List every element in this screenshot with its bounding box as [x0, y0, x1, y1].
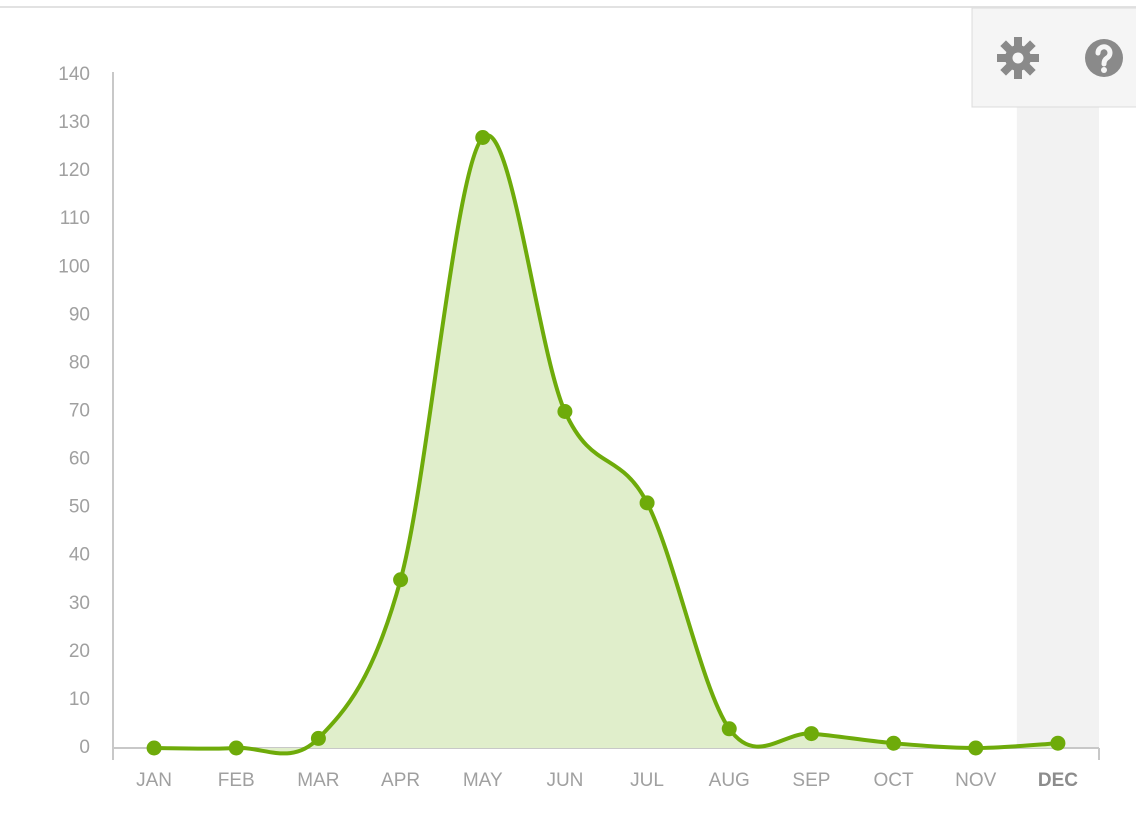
y-tick-label: 20	[69, 641, 90, 662]
x-tick-label: FEB	[218, 770, 255, 791]
point	[639, 495, 655, 511]
x-tick-label: OCT	[874, 770, 915, 791]
point	[721, 721, 737, 737]
x-tick-label: JAN	[136, 770, 172, 791]
point	[310, 730, 326, 746]
y-tick-label: 80	[69, 352, 90, 373]
x-tick-label: NOV	[955, 770, 997, 791]
help-dot	[1101, 67, 1107, 73]
point	[803, 726, 819, 742]
highlight-band	[1016, 100, 1099, 748]
y-tick-label: 140	[58, 64, 90, 85]
y-tick-label: 70	[69, 401, 90, 422]
help-mark	[1095, 44, 1113, 67]
y-tick-label: 130	[58, 112, 90, 133]
x-tick-label: SEP	[792, 770, 830, 791]
point	[968, 740, 984, 756]
point	[393, 572, 409, 588]
y-tick-label: 100	[58, 256, 90, 277]
x-tick-label: APR	[381, 770, 420, 791]
x-tick-label: JUL	[630, 770, 664, 791]
line	[154, 133, 1059, 756]
gear-hole	[1012, 52, 1024, 64]
x-tick-label: MAY	[463, 770, 503, 791]
x-tick-label: MAR	[297, 770, 339, 791]
point	[557, 404, 573, 419]
y-tick-label: 0	[79, 737, 90, 758]
settings-icon[interactable]	[997, 37, 1039, 79]
y-tick-label: 10	[69, 689, 90, 710]
point	[1050, 735, 1066, 751]
y-tick-label: 30	[69, 593, 90, 614]
toolbar	[971, 7, 1136, 108]
point	[886, 735, 902, 751]
point	[475, 129, 491, 145]
y-tick-label: 110	[60, 208, 90, 229]
y-tick-label: 60	[69, 449, 90, 470]
point	[228, 740, 244, 756]
plot-area: 0 10 20 30 40 50 60 70 80 90 100 110 120 130 140 JAN FEB…	[58, 64, 1100, 791]
x-tick-label: JUN	[546, 770, 583, 791]
x-tick-label: DEC	[1038, 770, 1078, 791]
x-tick-label: AUG	[709, 770, 750, 791]
y-tick-label: 90	[69, 304, 90, 325]
point	[146, 740, 162, 756]
y-tick-label: 120	[58, 160, 90, 181]
y-tick-label: 50	[69, 497, 90, 518]
area	[154, 135, 1058, 754]
y-tick-label: 40	[69, 545, 90, 566]
help-icon[interactable]	[1085, 39, 1123, 77]
